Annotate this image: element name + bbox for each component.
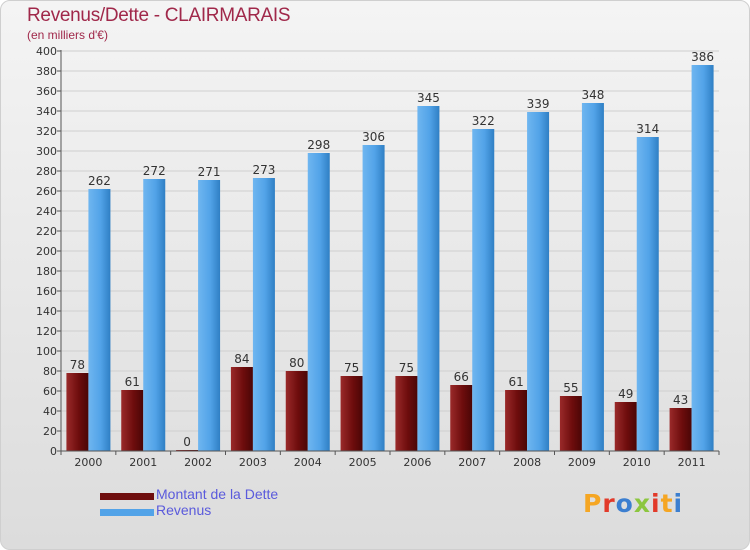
bar-revenus xyxy=(198,180,221,451)
legend-swatch-revenus xyxy=(100,509,154,516)
data-label: 61 xyxy=(508,375,523,389)
proxiti-logo: Proxiti xyxy=(583,489,684,518)
x-tick-label: 2002 xyxy=(184,456,212,469)
y-tick-label: 220 xyxy=(36,225,57,238)
data-label: 306 xyxy=(362,130,385,144)
bar-revenus xyxy=(691,65,714,451)
data-label: 345 xyxy=(417,91,440,105)
y-tick-label: 240 xyxy=(36,205,57,218)
bar-dette xyxy=(340,376,363,451)
y-tick-label: 400 xyxy=(36,45,57,58)
y-tick-label: 320 xyxy=(36,125,57,138)
data-label: 78 xyxy=(70,358,85,372)
data-label: 80 xyxy=(289,356,304,370)
legend-label-revenus: Revenus xyxy=(156,502,212,518)
x-axis: 2000 2001 2002 2003 2004 2005 2006 2007 2008 2009… xyxy=(60,451,720,469)
bar-revenus xyxy=(307,153,330,451)
data-label: 322 xyxy=(472,114,495,128)
x-tick-label: 2000 xyxy=(74,456,102,469)
chart-title: Revenus/Dette - CLAIRMARAIS xyxy=(27,5,291,26)
data-label: 84 xyxy=(234,352,249,366)
y-tick-label: 100 xyxy=(36,345,57,358)
bar-revenus xyxy=(252,178,275,451)
x-tick-label: 2001 xyxy=(129,456,157,469)
y-tick-label: 60 xyxy=(43,385,57,398)
data-label: 271 xyxy=(198,165,221,179)
data-label: 49 xyxy=(618,387,633,401)
bar-revenus xyxy=(88,189,111,451)
bar-dette xyxy=(559,396,582,451)
y-tick-label: 160 xyxy=(36,285,57,298)
bar-revenus xyxy=(362,145,385,451)
data-label: 273 xyxy=(252,163,275,177)
data-label: 0 xyxy=(183,435,191,449)
x-tick-label: 2008 xyxy=(513,456,541,469)
bar-dette xyxy=(450,385,473,451)
y-tick-label: 120 xyxy=(36,325,57,338)
bar-revenus xyxy=(581,103,604,451)
x-tick-label: 2007 xyxy=(458,456,486,469)
data-label: 272 xyxy=(143,164,166,178)
y-tick-label: 340 xyxy=(36,105,57,118)
data-label: 61 xyxy=(125,375,140,389)
y-tick-label: 80 xyxy=(43,365,57,378)
y-tick-label: 0 xyxy=(50,445,57,458)
y-tick-label: 40 xyxy=(43,405,57,418)
bar-revenus xyxy=(527,112,550,451)
x-tick-label: 2005 xyxy=(349,456,377,469)
data-label: 75 xyxy=(344,361,359,375)
bars-layer xyxy=(66,65,714,451)
y-tick-label: 20 xyxy=(43,425,57,438)
y-tick-label: 140 xyxy=(36,305,57,318)
bar-dette xyxy=(395,376,418,451)
bar-dette xyxy=(505,390,528,451)
x-tick-label: 2009 xyxy=(568,456,596,469)
bar-dette xyxy=(614,402,637,451)
data-label: 298 xyxy=(307,138,330,152)
legend-swatch-dette xyxy=(100,493,154,500)
y-tick-label: 180 xyxy=(36,265,57,278)
x-tick-label: 2003 xyxy=(239,456,267,469)
bar-revenus xyxy=(143,179,166,451)
data-label: 386 xyxy=(691,50,714,64)
data-label: 314 xyxy=(636,122,659,136)
bar-dette xyxy=(230,367,253,451)
x-tick-label: 2010 xyxy=(623,456,651,469)
y-tick-label: 300 xyxy=(36,145,57,158)
data-label: 348 xyxy=(581,88,604,102)
bar-dette xyxy=(66,373,89,451)
data-label: 339 xyxy=(527,97,550,111)
y-tick-label: 260 xyxy=(36,185,57,198)
y-axis: 0 20 40 60 80 100 120 140 160 180 200 220 240 260 280 3… xyxy=(36,45,61,458)
x-tick-label: 2004 xyxy=(294,456,322,469)
y-tick-label: 280 xyxy=(36,165,57,178)
y-tick-label: 200 xyxy=(36,245,57,258)
data-label: 55 xyxy=(563,381,578,395)
bar-revenus xyxy=(472,129,495,451)
x-tick-label: 2006 xyxy=(403,456,431,469)
bar-revenus xyxy=(636,137,659,451)
data-label: 262 xyxy=(88,174,111,188)
grid-layer xyxy=(61,50,719,432)
data-label: 66 xyxy=(454,370,469,384)
bar-dette xyxy=(285,371,308,451)
chart-subtitle: (en milliers d'€) xyxy=(27,28,108,42)
data-label: 43 xyxy=(673,393,688,407)
legend-label-dette: Montant de la Dette xyxy=(156,486,279,502)
bar-revenus xyxy=(417,106,440,451)
bar-dette xyxy=(121,390,144,451)
data-labels-layer: 78 262 61 272 0 271 84 273 80 298 75 306 75 345 66 322 6… xyxy=(70,50,714,449)
y-tick-label: 380 xyxy=(36,65,57,78)
data-label: 75 xyxy=(399,361,414,375)
y-tick-label: 360 xyxy=(36,85,57,98)
bar-dette xyxy=(669,408,692,451)
x-tick-label: 2011 xyxy=(678,456,706,469)
